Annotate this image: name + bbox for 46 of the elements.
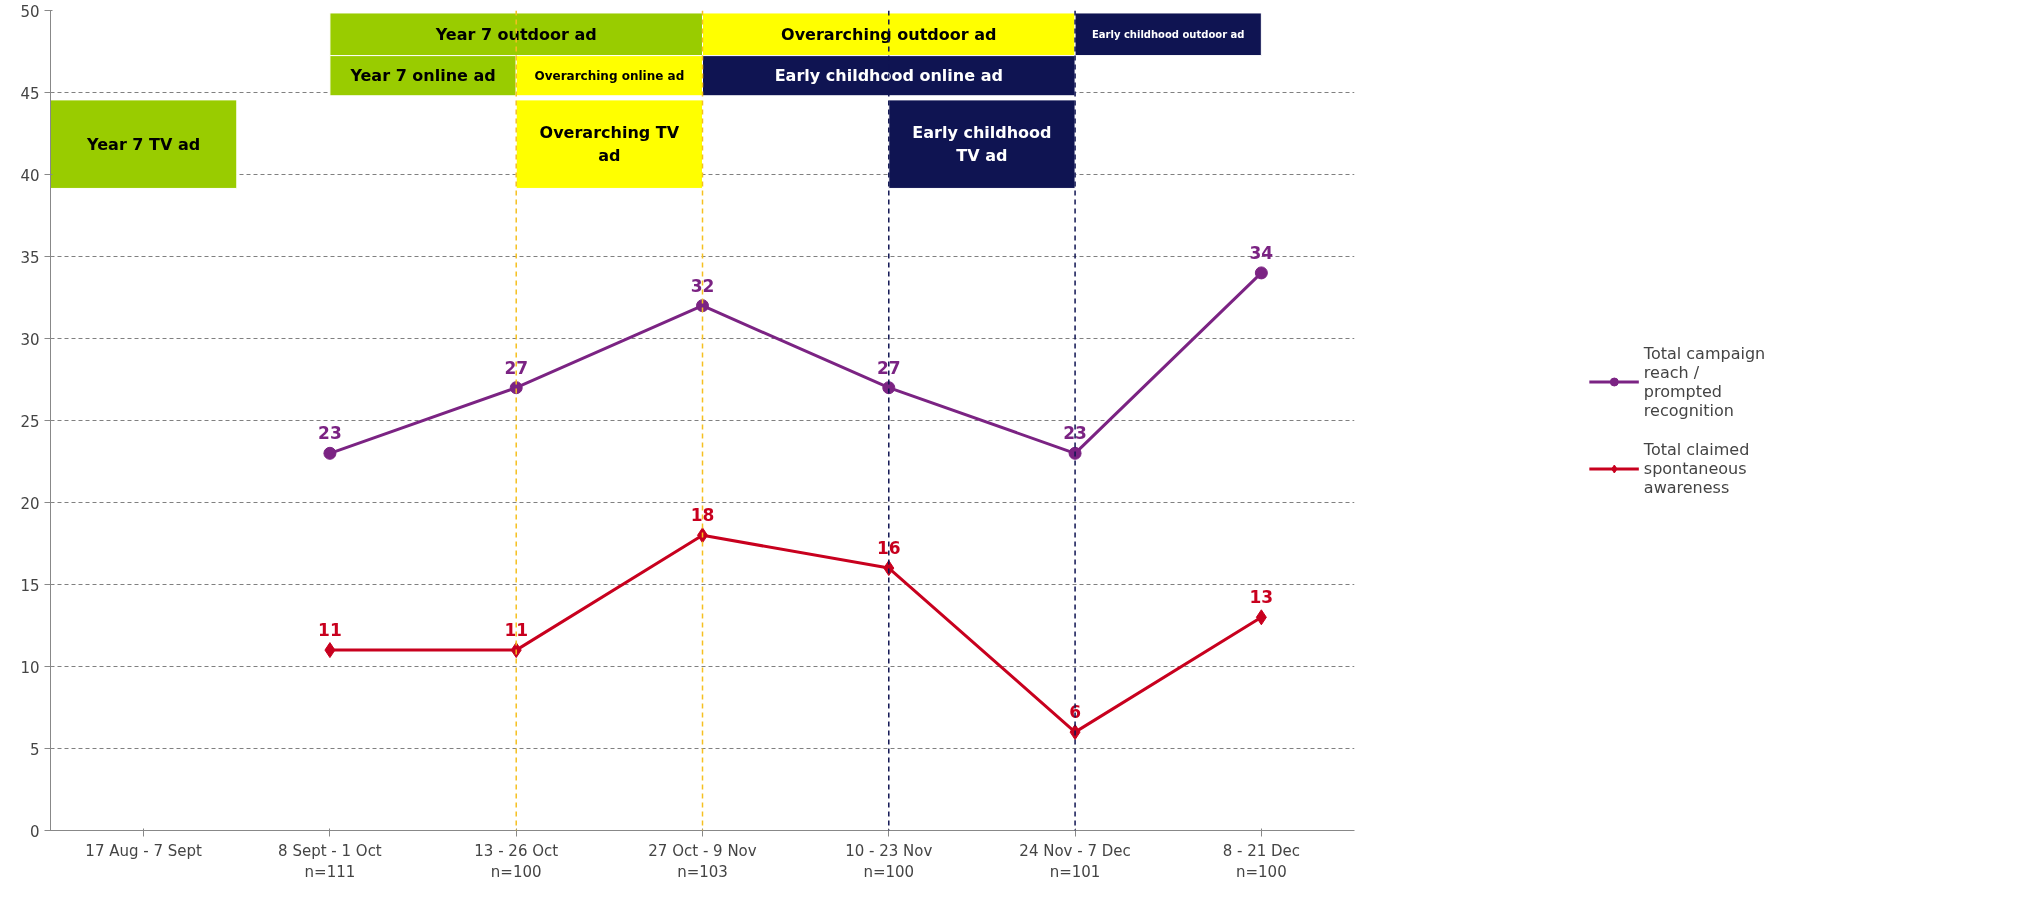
data-label: 23	[318, 423, 342, 444]
band-label: Year 7 TV ad	[86, 134, 201, 154]
y-tick-label: 5	[29, 740, 40, 759]
band-label: Overarching outdoor ad	[781, 24, 997, 44]
band-label: Early childhood online ad	[774, 66, 1003, 86]
data-label: 23	[1063, 423, 1087, 444]
data-label: 13	[1249, 587, 1274, 608]
data-label: 27	[876, 357, 901, 378]
y-tick-label: 15	[20, 576, 40, 595]
band-label: Overarching TV ad	[539, 123, 680, 166]
data-label: 18	[690, 505, 715, 526]
data-label: 32	[690, 275, 715, 296]
data-label: 16	[876, 538, 901, 559]
point	[323, 446, 337, 460]
legend-label: Total campaign reach / prompted recognition	[1643, 343, 1766, 420]
y-tick-label: 40	[20, 166, 40, 185]
legend-label: Total claimed spontaneous awareness	[1643, 439, 1750, 497]
data-label: 34	[1249, 242, 1274, 263]
y-tick-label: 0	[29, 822, 40, 841]
x-tick-label: 10 - 23 Nov n=100	[845, 841, 933, 882]
data-label: 27	[504, 357, 529, 378]
y-tick-label: 50	[20, 2, 40, 21]
y-tick-label: 35	[20, 248, 40, 267]
x-tick-label: 13 - 26 Oct n=100	[474, 841, 559, 882]
band-label: Year 7 outdoor ad	[434, 24, 597, 44]
data-label: 6	[1069, 702, 1081, 723]
data-label: 11	[318, 620, 342, 641]
band-label: Overarching online ad	[534, 68, 685, 83]
point	[324, 642, 336, 659]
y-tick-label: 20	[20, 494, 40, 513]
y-tick-label: 30	[20, 330, 40, 349]
y-tick-label: 25	[20, 412, 40, 431]
band-label: Early childhood TV ad	[912, 123, 1052, 166]
band-label: Year 7 online ad	[349, 66, 496, 86]
point	[1254, 266, 1268, 280]
y-tick-label: 10	[20, 658, 40, 677]
x-tick-label: 17 Aug - 7 Sept	[85, 841, 203, 860]
point	[1255, 609, 1267, 626]
point	[696, 299, 709, 313]
x-tick-label: 8 - 21 Dec n=100	[1222, 841, 1301, 882]
x-tick-label: 24 Nov - 7 Dec n=101	[1019, 841, 1131, 882]
x-tick-label: 27 Oct - 9 Nov n=103	[648, 841, 757, 882]
x-tick-label: 8 Sept - 1 Oct n=111	[278, 841, 382, 882]
data-label: 11	[504, 620, 529, 641]
y-tick-label: 45	[20, 84, 40, 103]
band-label: Early childhood outdoor ad	[1091, 28, 1245, 40]
